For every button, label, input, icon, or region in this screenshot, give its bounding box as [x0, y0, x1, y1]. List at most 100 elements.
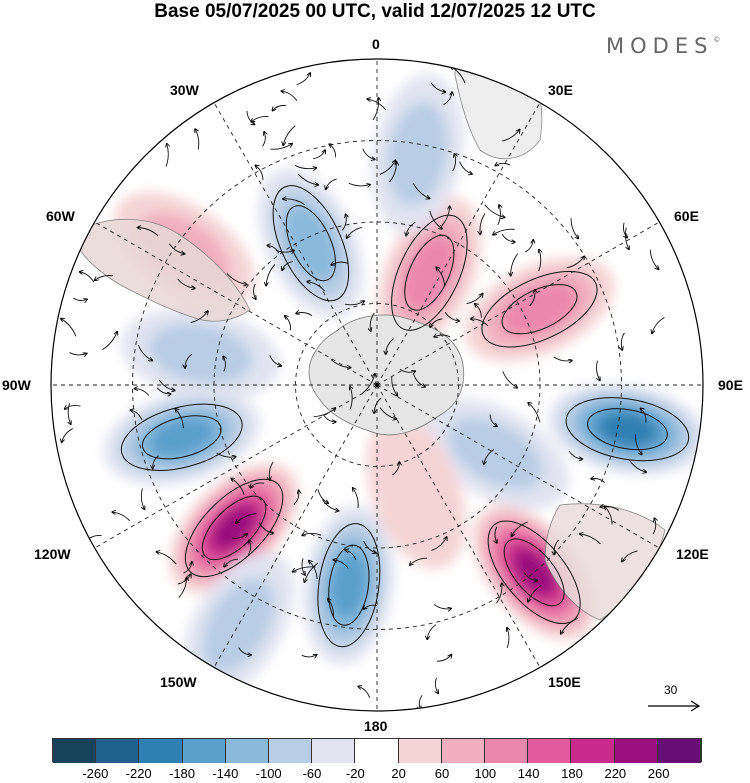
streamline — [481, 270, 598, 348]
meridian-line — [376, 384, 541, 668]
colorbar-tick-label: 100 — [474, 766, 497, 781]
wind-arrow — [216, 452, 236, 457]
wind-arrow — [323, 414, 336, 422]
wind-arrow — [302, 558, 305, 575]
wind-arrow — [635, 434, 642, 454]
modes-logo: MODES© — [606, 34, 720, 58]
wind-arrow — [495, 163, 511, 165]
longitude-label-30e: 30E — [548, 82, 573, 98]
colorbar-swatch — [485, 739, 529, 763]
longitude-label-60w: 60W — [46, 208, 75, 224]
colorbar-tick-label: -260 — [82, 766, 109, 781]
wind-arrow — [281, 91, 298, 102]
wind-arrow — [269, 461, 274, 481]
wind-arrow — [156, 387, 171, 394]
wind-arrow — [231, 478, 245, 495]
wind-arrow — [511, 253, 519, 276]
longitude-label-0: 0 — [372, 36, 380, 52]
graticule — [51, 59, 703, 711]
logo-copyright-mark: © — [713, 36, 721, 44]
colorbar-ticks: -260 -220 -180 -140 -100 -60 -20 20 60 100 140 180 2… — [0, 766, 750, 783]
wind-arrow — [156, 552, 177, 565]
colorbar-swatch — [53, 739, 97, 763]
wind-arrow — [363, 604, 377, 609]
meridian-line — [94, 221, 378, 386]
wind-arrow — [190, 311, 208, 323]
wind-arrow — [302, 533, 322, 535]
colorbar-swatch — [269, 739, 313, 763]
logo-text: MODES — [606, 34, 714, 58]
wind-arrow — [73, 297, 87, 301]
wind-arrow — [64, 405, 81, 409]
wind-arrow — [539, 249, 541, 272]
colorbar-tick-label: -180 — [168, 766, 196, 781]
wind-arrow — [137, 344, 152, 361]
wind-arrow — [130, 410, 143, 420]
wind-arrow — [652, 518, 656, 535]
wind-arrow — [528, 402, 541, 423]
wind-arrow — [137, 228, 159, 236]
longitude-label-60e: 60E — [674, 208, 699, 224]
wind-arrow — [68, 403, 71, 424]
wind-arrow — [352, 488, 359, 508]
wind-arrow — [158, 379, 175, 390]
wind-arrow — [640, 408, 647, 423]
wind-arrow — [61, 318, 77, 337]
colorbar-tick-label: -220 — [125, 766, 152, 781]
streamline — [501, 284, 578, 335]
wind-arrow — [429, 211, 442, 229]
wind-arrow — [566, 256, 584, 269]
colorbar-swatch — [355, 739, 399, 763]
wind-arrow — [250, 482, 265, 488]
wind-arrow — [270, 143, 292, 150]
wind-arrow — [524, 239, 533, 253]
colorbar-swatch — [528, 739, 572, 763]
wind-arrow — [466, 293, 483, 305]
antarctica-landmass — [308, 314, 465, 436]
wind-arrow — [247, 540, 250, 555]
wind-arrow — [597, 360, 600, 381]
streamline — [587, 408, 668, 451]
wind-arrow — [372, 97, 379, 121]
wind-arrow — [489, 414, 497, 426]
anomaly-contour — [284, 205, 338, 281]
wind-arrow — [348, 182, 371, 186]
wind-arrow — [169, 243, 185, 254]
wind-arrow — [480, 213, 486, 234]
colorbar — [52, 738, 702, 763]
anomaly-contour — [513, 550, 555, 595]
wind-arrow — [141, 488, 144, 509]
latitude-circle — [132, 140, 622, 630]
wind-arrow — [254, 283, 256, 300]
streamline — [328, 544, 370, 626]
wind-arrow — [441, 206, 450, 227]
wind-arrow — [568, 450, 583, 459]
wind-arrow — [223, 356, 225, 372]
reference-vector-arrow — [648, 700, 701, 712]
wind-arrow — [153, 455, 159, 469]
longitude-label-120w: 120W — [34, 546, 71, 562]
wind-arrow — [345, 550, 357, 560]
colorbar-tick-label: 220 — [604, 766, 627, 781]
colorbar-swatch — [657, 739, 702, 763]
wind-arrow — [224, 558, 239, 567]
map-boundary — [50, 58, 704, 712]
wind-arrow — [379, 407, 397, 419]
wind-arrow — [427, 624, 437, 640]
wind-arrow — [507, 627, 509, 649]
colorbar-swatch — [614, 739, 658, 763]
anomaly-field — [103, 74, 703, 698]
wind-arrow — [600, 506, 620, 511]
wind-arrow — [386, 338, 394, 355]
wind-arrow — [177, 278, 196, 288]
wind-arrow — [246, 110, 255, 125]
wind-arrow — [307, 282, 326, 292]
colorbar-swatch — [571, 739, 615, 763]
wind-arrow — [399, 368, 416, 372]
wind-arrow — [304, 562, 319, 583]
wind-arrow — [301, 655, 317, 657]
wind-arrow — [102, 331, 117, 351]
anomaly-contour — [598, 412, 657, 447]
colorbar-tick-label: -60 — [302, 766, 322, 781]
